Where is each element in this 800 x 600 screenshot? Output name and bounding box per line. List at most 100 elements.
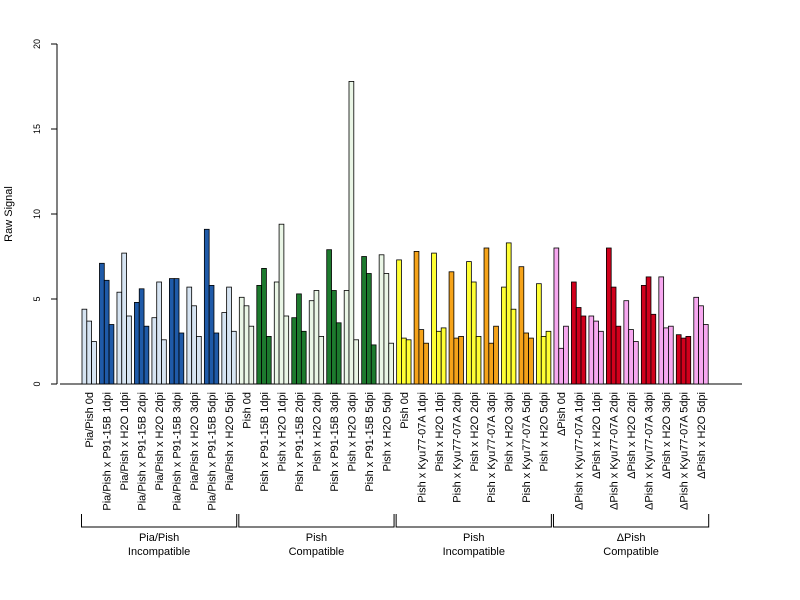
x-tick-label: Pish x Kyu77-07A 3dpi — [486, 392, 498, 503]
bar — [413, 250, 420, 385]
bar — [501, 286, 507, 385]
bar — [156, 281, 162, 385]
bar — [138, 288, 145, 385]
bar — [108, 324, 115, 385]
x-tick-label: Pia/Pish x P91-15B 3dpi — [172, 392, 184, 511]
y-tick-label: 10 — [32, 209, 42, 219]
bar — [296, 293, 302, 385]
bar — [388, 342, 394, 385]
bar — [663, 327, 669, 385]
y-tick-label: 0 — [32, 381, 42, 386]
x-tick-label: Pia/Pish x H2O 5dpi — [224, 392, 236, 490]
bar — [151, 317, 158, 385]
bar — [453, 337, 460, 385]
x-tick-label: ΔPish 0d — [556, 392, 568, 436]
bars — [81, 81, 709, 385]
bar — [161, 339, 167, 385]
x-tick-label: Pish x H2O 2dpi — [311, 392, 323, 471]
bar — [121, 252, 127, 385]
y-axis: 0 5 10 15 20 — [32, 39, 58, 387]
group-label-line1: Pish — [463, 532, 484, 544]
bar — [231, 330, 237, 385]
x-tick-label: ΔPish x Kyu77-07A 3dpi — [644, 392, 656, 510]
bar — [326, 249, 332, 385]
x-tick-label: Pish 0d — [399, 392, 411, 429]
bar — [553, 247, 560, 385]
x-tick-label: Pish x P91-15B 5dpi — [364, 392, 376, 492]
x-tick-label: ΔPish x H2O 3dpi — [661, 392, 673, 479]
bar — [598, 330, 604, 385]
x-tick-label: Pish x H2O 2dpi — [469, 392, 481, 471]
bar — [593, 320, 599, 385]
bar — [588, 315, 595, 385]
group-label-line2: Incompatible — [128, 546, 190, 558]
bar — [645, 276, 652, 385]
bar — [221, 312, 228, 385]
x-tick-label: Pish x P91-15B 3dpi — [329, 392, 341, 492]
bar — [208, 284, 215, 385]
bar — [248, 325, 255, 385]
x-tick-label: ΔPish x Kyu77-07A 5dpi — [679, 392, 691, 510]
bar — [685, 335, 692, 385]
bar — [86, 320, 93, 385]
x-tick-label: Pish x H2O 5dpi — [381, 392, 393, 471]
bar — [383, 273, 390, 385]
bar — [575, 307, 582, 385]
bar — [518, 266, 525, 385]
bar — [563, 325, 569, 385]
bar — [488, 342, 495, 385]
group-label-line1: ΔPish — [617, 532, 646, 544]
bar — [265, 335, 272, 385]
bar — [168, 278, 175, 385]
bar — [475, 335, 482, 385]
bar — [126, 315, 132, 385]
bar — [238, 296, 245, 385]
x-tick-label: Pish x P91-15B 2dpi — [294, 392, 306, 492]
x-tick-label: Pish x P91-15B 1dpi — [259, 392, 271, 492]
bar — [658, 276, 665, 385]
bar — [580, 315, 587, 385]
group-label-line2: Compatible — [289, 546, 345, 558]
bar — [335, 322, 342, 385]
bar — [196, 335, 202, 385]
bar — [545, 330, 552, 385]
group-brackets: Pia/Pish Incompatible Pish Compatible Pish In… — [81, 514, 710, 558]
bar — [623, 300, 630, 385]
bar — [203, 228, 210, 385]
x-tick-label: Pish x H2O 3dpi — [346, 392, 358, 471]
bar — [483, 247, 490, 385]
x-tick-label: Pia/Pish 0d — [84, 392, 96, 448]
x-tick-label: ΔPish x H2O 1dpi — [591, 392, 603, 479]
x-tick-label: Pish x H2O 1dpi — [434, 392, 446, 471]
bar — [703, 324, 709, 385]
bar — [571, 281, 577, 385]
bar — [291, 317, 297, 385]
bar — [458, 335, 464, 385]
bar — [91, 341, 97, 385]
bar — [300, 330, 307, 385]
bar — [134, 301, 140, 385]
bar — [418, 329, 425, 385]
bar — [81, 308, 88, 385]
bar — [313, 290, 320, 385]
bar — [178, 332, 185, 385]
bar — [540, 335, 547, 385]
bar — [191, 305, 197, 385]
bar — [510, 308, 517, 385]
x-tick-label: ΔPish x Kyu77-07A 2dpi — [609, 392, 621, 510]
x-tick-label: Pish x Kyu77-07A 2dpi — [451, 392, 463, 503]
x-tick-labels: Pia/Pish 0d Pia/Pish x P91-15B 1dpi Pia/Pi… — [84, 392, 708, 511]
x-tick-label: Pish x Kyu77-07A 1dpi — [416, 392, 428, 503]
group-label-line2: Incompatible — [443, 546, 505, 558]
bar — [675, 334, 682, 385]
bar — [401, 337, 407, 385]
bar — [261, 267, 267, 385]
bar — [186, 286, 193, 385]
bar — [493, 325, 499, 385]
bar — [523, 332, 529, 385]
bar — [606, 247, 612, 385]
bar — [466, 261, 472, 385]
bar — [668, 325, 674, 385]
bar — [423, 342, 429, 385]
x-tick-label: Pish x Kyu77-07A 5dpi — [521, 392, 533, 503]
